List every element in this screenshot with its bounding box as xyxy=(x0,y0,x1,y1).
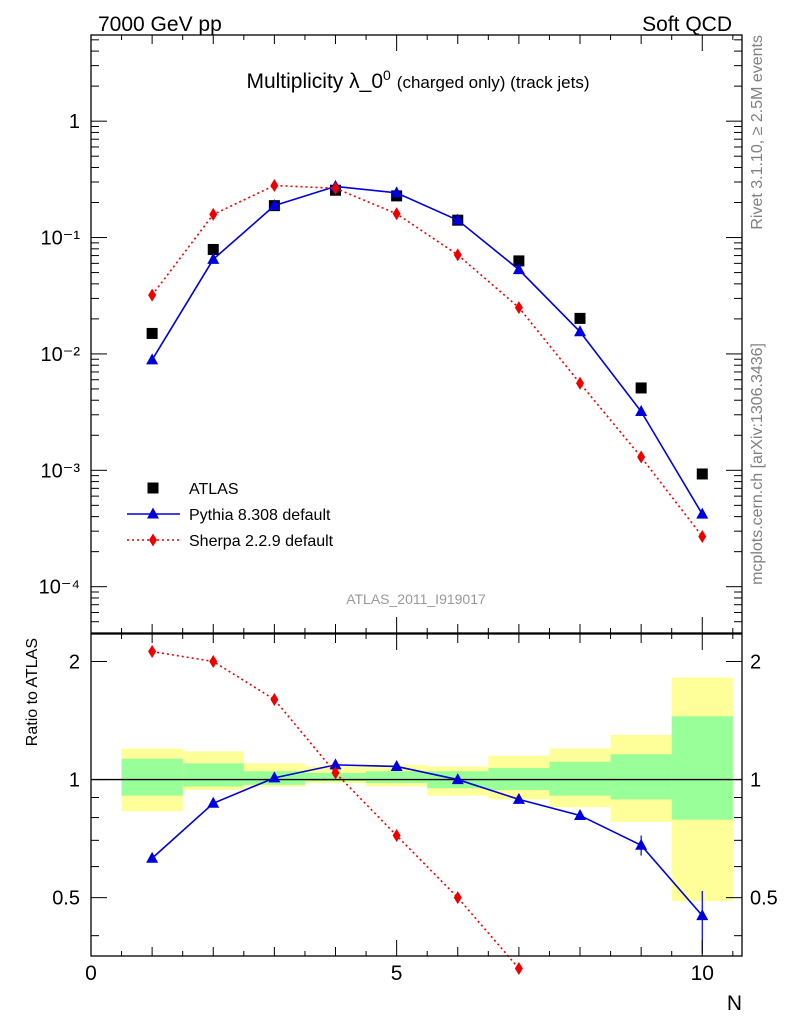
ratio-pythia-line xyxy=(151,764,703,917)
ratio-inner-band xyxy=(121,758,183,796)
ratio-y-tick-label: 2 xyxy=(69,651,80,673)
ratio-y-tick-label: 0.5 xyxy=(52,888,80,910)
main-pythia-point xyxy=(268,199,281,211)
ratio-frame xyxy=(90,633,743,957)
ratio-y-tick-label: 0.5 xyxy=(750,888,778,910)
ratio-sherpa-point xyxy=(514,961,523,975)
main-sherpa-point xyxy=(148,288,157,302)
ratio-pythia-point xyxy=(390,759,403,771)
legend-pythia-marker xyxy=(147,507,159,519)
main-sherpa-point xyxy=(576,376,585,390)
ratio-panel: 0.5 0.5 1 1 2 2 0 5 10 Ratio to ATLAS N xyxy=(24,633,778,1015)
main-sherpa-point xyxy=(453,248,462,262)
ratio-pythia-point xyxy=(146,851,159,863)
ratio-sherpa-point xyxy=(331,766,340,780)
main-sherpa-point xyxy=(698,529,707,543)
main-atlas-point xyxy=(696,468,708,480)
ratio-pythia-point xyxy=(268,771,281,783)
ratio-sherpa-point xyxy=(453,891,462,905)
chart-title-main: Multiplicity λ_0 xyxy=(246,70,383,93)
main-pythia-point xyxy=(574,325,587,337)
main-atlas-point xyxy=(513,255,525,267)
ratio-ylabel: Ratio to ATLAS xyxy=(24,638,41,746)
ratio-pythia-point xyxy=(696,909,709,921)
main-sherpa-point xyxy=(270,179,279,193)
ratio-sherpa-point xyxy=(392,829,401,843)
x-tick-label: 0 xyxy=(85,962,97,985)
main-pythia-point xyxy=(146,353,159,365)
watermark: ATLAS_2011_I919017 xyxy=(346,591,486,607)
y-tick-label: 10⁻⁴ xyxy=(39,577,80,599)
x-tick-label: 10 xyxy=(691,962,714,985)
main-atlas-point xyxy=(146,327,158,339)
x-axis-label: N xyxy=(727,992,742,1015)
ratio-sherpa-point xyxy=(148,645,157,659)
main-pythia-point xyxy=(696,507,709,519)
main-pythia-point xyxy=(635,405,648,417)
main-sherpa-line xyxy=(151,184,703,537)
ratio-inner-band xyxy=(671,716,733,820)
main-atlas-point xyxy=(635,382,647,394)
ratio-pythia-point xyxy=(207,796,220,808)
main-sherpa-point xyxy=(209,207,218,221)
y-tick-label: 10⁻³ xyxy=(41,460,81,482)
legend-sherpa-marker xyxy=(149,533,157,547)
legend-atlas-marker xyxy=(147,482,159,494)
ratio-pythia-point xyxy=(574,808,587,820)
ratio-inner-band xyxy=(182,763,244,787)
y-tick-label: 10⁻² xyxy=(41,344,81,366)
main-sherpa-point xyxy=(331,181,340,195)
main-pythia-point xyxy=(390,186,403,198)
chart-title: Multiplicity λ_00 (charged only) (track j… xyxy=(246,67,589,93)
ratio-sherpa-point xyxy=(270,692,279,706)
main-pythia-point xyxy=(451,213,464,225)
legend-sherpa-label: Sherpa 2.2.9 default xyxy=(189,533,334,550)
ratio-pythia-point xyxy=(451,773,464,785)
ratio-inner-band xyxy=(610,754,672,800)
legend: ATLAS Pythia 8.308 default Sherpa 2.2.9 de… xyxy=(127,481,334,550)
x-tick-label: 5 xyxy=(391,962,403,985)
main-atlas-point xyxy=(574,312,586,324)
source-label: mcplots.cern.ch [arXiv:1306.3436] xyxy=(749,343,766,585)
main-sherpa-point xyxy=(637,450,646,464)
y-tick-label: 10⁻¹ xyxy=(41,228,81,250)
ratio-y-tick-label: 1 xyxy=(750,770,761,792)
ratio-pythia-point xyxy=(329,758,342,770)
y-tick-label: 1 xyxy=(69,111,80,133)
ratio-sherpa-line xyxy=(151,650,520,969)
ratio-y-tick-label: 1 xyxy=(69,770,80,792)
main-sherpa-point xyxy=(514,301,523,315)
legend-pythia-label: Pythia 8.308 default xyxy=(189,507,331,524)
main-pythia-point xyxy=(207,252,220,264)
ratio-pythia-point xyxy=(512,792,525,804)
main-pythia-point xyxy=(512,263,525,275)
ratio-inner-band xyxy=(549,761,611,796)
header-right: Soft QCD xyxy=(642,13,732,36)
legend-atlas-label: ATLAS xyxy=(189,481,239,498)
main-sherpa-point xyxy=(392,207,401,221)
main-pythia-line xyxy=(151,185,703,515)
ratio-sherpa-point xyxy=(209,654,218,668)
ratio-y-tick-label: 2 xyxy=(750,651,761,673)
main-atlas-point xyxy=(207,243,219,255)
chart-title-suffix: (charged only) (track jets) xyxy=(397,73,590,92)
main-panel: 1 10⁻¹ 10⁻² 10⁻³ 10⁻⁴ Multiplicity λ_00 (char… xyxy=(39,34,743,634)
rivet-label: Rivet 3.1.10, ≥ 2.5M events xyxy=(749,35,766,230)
header-left: 7000 GeV pp xyxy=(98,13,222,36)
ratio-inner-band xyxy=(366,771,428,784)
chart-title-sup: 0 xyxy=(383,67,391,83)
main-frame xyxy=(90,34,743,634)
ratio-pythia-point xyxy=(635,838,648,850)
